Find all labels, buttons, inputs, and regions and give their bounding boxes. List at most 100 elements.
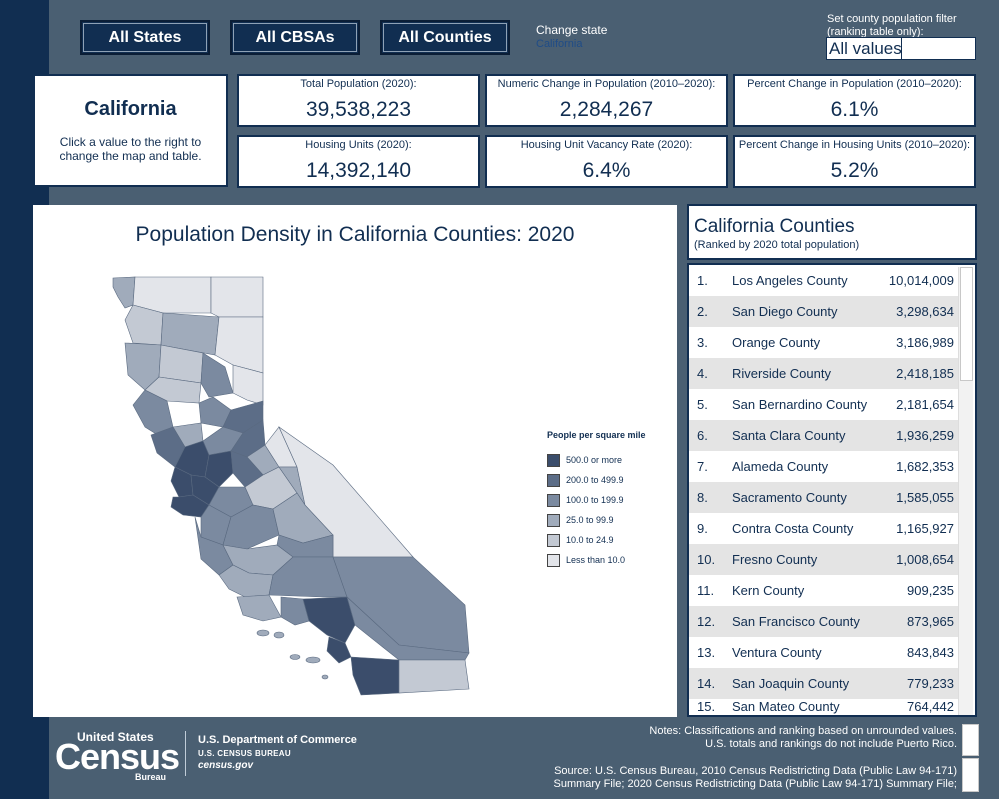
legend-label: 25.0 to 99.9 bbox=[566, 515, 614, 525]
logo-text: United States bbox=[77, 730, 154, 744]
footer-notes: Notes: Classifications and ranking based… bbox=[557, 725, 957, 751]
california-map[interactable] bbox=[33, 205, 677, 717]
county-name: Fresno County bbox=[732, 552, 818, 567]
stat-percent-change[interactable]: Percent Change in Population (2010–2020)… bbox=[733, 74, 976, 127]
ranking-table[interactable]: 1. Los Angeles County 10,014,009 2. San Die… bbox=[687, 263, 977, 717]
rank-number: 12. bbox=[697, 614, 716, 629]
logo-text: Bureau bbox=[135, 772, 167, 782]
table-row[interactable]: 13. Ventura County 843,843 bbox=[689, 637, 958, 668]
rank-number: 5. bbox=[697, 397, 708, 412]
commerce-block: U.S. Department of Commerce U.S. CENSUS … bbox=[198, 734, 357, 771]
county-population: 764,442 bbox=[907, 699, 954, 714]
stat-label: Numeric Change in Population (2010–2020)… bbox=[497, 78, 716, 90]
rank-number: 9. bbox=[697, 521, 708, 536]
all-counties-button[interactable]: All Counties bbox=[380, 20, 510, 55]
notes-scrollbar[interactable] bbox=[962, 724, 979, 756]
table-row[interactable]: 5. San Bernardino County 2,181,654 bbox=[689, 389, 958, 420]
island-shape bbox=[273, 631, 285, 639]
county-population: 909,235 bbox=[907, 583, 954, 598]
county-shape bbox=[398, 659, 470, 694]
change-state-control[interactable]: Change state California bbox=[536, 23, 607, 51]
rank-number: 15. bbox=[697, 699, 716, 714]
table-row[interactable]: 6. Santa Clara County 1,936,259 bbox=[689, 420, 958, 451]
legend-label: Less than 10.0 bbox=[566, 555, 626, 565]
table-row[interactable]: 9. Contra Costa County 1,165,927 bbox=[689, 513, 958, 544]
census-bureau-logo[interactable]: United States Census Bureau bbox=[55, 728, 180, 783]
stat-vacancy-rate[interactable]: Housing Unit Vacancy Rate (2020): 6.4% bbox=[485, 135, 728, 188]
county-population: 1,936,259 bbox=[896, 428, 954, 443]
legend-label: 10.0 to 24.9 bbox=[566, 535, 614, 545]
county-name: San Joaquin County bbox=[732, 676, 850, 691]
table-row[interactable]: 3. Orange County 3,186,989 bbox=[689, 327, 958, 358]
table-row[interactable]: 2. San Diego County 3,298,634 bbox=[689, 296, 958, 327]
stat-value: 14,392,140 bbox=[305, 159, 412, 182]
county-shape bbox=[350, 656, 400, 696]
legend-row: 10.0 to 24.9 bbox=[547, 530, 646, 550]
stat-value: 6.1% bbox=[830, 98, 879, 121]
ranking-scrollbar[interactable] bbox=[958, 267, 973, 715]
ranking-rows: 1. Los Angeles County 10,014,009 2. San Die… bbox=[689, 265, 975, 715]
county-name: San Diego County bbox=[732, 304, 838, 319]
legend-swatch bbox=[547, 493, 560, 507]
county-population: 3,186,989 bbox=[896, 335, 954, 350]
county-population: 1,008,654 bbox=[896, 552, 954, 567]
county-shape bbox=[112, 276, 136, 309]
island-shape bbox=[321, 674, 329, 680]
island-shape bbox=[289, 654, 301, 660]
table-row[interactable]: 10. Fresno County 1,008,654 bbox=[689, 544, 958, 575]
table-row[interactable]: 11. Kern County 909,235 bbox=[689, 575, 958, 606]
county-shape bbox=[236, 594, 282, 622]
source-scrollbar[interactable] bbox=[962, 758, 979, 792]
table-row[interactable]: 8. Sacramento County 1,585,055 bbox=[689, 482, 958, 513]
county-shape bbox=[204, 450, 234, 488]
table-row[interactable]: 14. San Joaquin County 779,233 bbox=[689, 668, 958, 699]
map-title: Population Density in California Countie… bbox=[135, 223, 575, 246]
county-filter-label: Set county population filter (ranking ta… bbox=[827, 13, 957, 38]
legend-swatch bbox=[547, 473, 560, 487]
rank-number: 2. bbox=[697, 304, 708, 319]
rank-number: 14. bbox=[697, 676, 716, 691]
table-row[interactable]: 12. San Francisco County 873,965 bbox=[689, 606, 958, 637]
table-row[interactable]: 1. Los Angeles County 10,014,009 bbox=[689, 265, 958, 296]
ranking-title: California Counties bbox=[694, 216, 855, 237]
ranking-scroll-thumb[interactable] bbox=[960, 267, 973, 381]
stat-total-population[interactable]: Total Population (2020): 39,538,223 bbox=[237, 74, 480, 127]
county-population: 3,298,634 bbox=[896, 304, 954, 319]
legend-swatch bbox=[547, 453, 560, 467]
stat-housing-units[interactable]: Housing Units (2020): 14,392,140 bbox=[237, 135, 480, 188]
census-website-link[interactable]: census.gov bbox=[198, 760, 254, 771]
map-legend: People per square mile 500.0 or more 200… bbox=[547, 430, 646, 570]
all-cbsas-button[interactable]: All CBSAs bbox=[230, 20, 360, 55]
island-shape bbox=[305, 656, 321, 664]
legend-label: 500.0 or more bbox=[566, 455, 623, 465]
county-shape bbox=[132, 276, 212, 314]
table-row[interactable]: 7. Alameda County 1,682,353 bbox=[689, 451, 958, 482]
county-name: Orange County bbox=[732, 335, 821, 350]
county-population: 843,843 bbox=[907, 645, 954, 660]
change-state-value[interactable]: California bbox=[536, 38, 583, 50]
county-shape bbox=[302, 596, 356, 644]
table-row[interactable]: 4. Riverside County 2,418,185 bbox=[689, 358, 958, 389]
county-shape bbox=[200, 352, 234, 398]
legend-row: 25.0 to 99.9 bbox=[547, 510, 646, 530]
table-row[interactable]: 15. San Mateo County 764,442 bbox=[689, 699, 958, 715]
source-line: Source: U.S. Census Bureau, 2010 Census … bbox=[554, 765, 957, 777]
stat-label: Percent Change in Housing Units (2010–20… bbox=[738, 139, 971, 151]
rank-number: 13. bbox=[697, 645, 716, 660]
county-name: Riverside County bbox=[732, 366, 831, 381]
legend-title: People per square mile bbox=[547, 430, 646, 440]
all-states-button[interactable]: All States bbox=[80, 20, 210, 55]
stat-value: 39,538,223 bbox=[305, 98, 412, 121]
county-shape bbox=[214, 316, 264, 374]
stat-housing-change[interactable]: Percent Change in Housing Units (2010–20… bbox=[733, 135, 976, 188]
county-name: Alameda County bbox=[732, 459, 829, 474]
county-shape bbox=[210, 276, 264, 318]
ranking-header: California Counties (Ranked by 2020 tota… bbox=[687, 204, 977, 260]
rank-number: 7. bbox=[697, 459, 708, 474]
legend-row: Less than 10.0 bbox=[547, 550, 646, 570]
stat-numeric-change[interactable]: Numeric Change in Population (2010–2020)… bbox=[485, 74, 728, 127]
county-shape bbox=[144, 376, 202, 404]
legend-label: 200.0 to 499.9 bbox=[566, 475, 624, 485]
map-panel: Population Density in California Countie… bbox=[33, 205, 677, 717]
county-name: San Mateo County bbox=[732, 699, 840, 714]
